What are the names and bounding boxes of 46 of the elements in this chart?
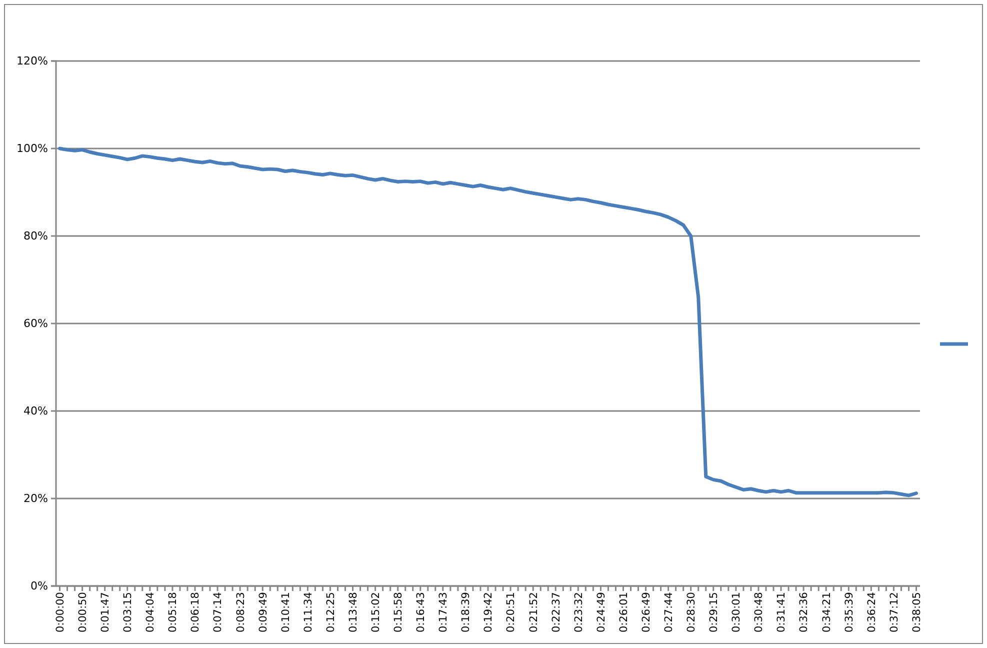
x-tick-label: 0:23:32	[572, 592, 585, 632]
x-tick-label: 0:17:43	[438, 592, 450, 632]
y-tick-label: 60%	[24, 317, 48, 330]
x-tick-label: 0:31:41	[776, 592, 788, 632]
x-tick-label: 0:26:49	[640, 592, 652, 632]
x-tick-label: 0:00:50	[76, 592, 89, 632]
x-tick-label: 0:10:41	[280, 592, 292, 632]
x-tick-label: 0:30:01	[730, 592, 743, 632]
y-tick-label: 100%	[16, 142, 48, 156]
x-tick-label: 0:15:58	[392, 592, 405, 632]
x-tick-label: 0:27:44	[662, 592, 675, 632]
x-tick-label: 0:30:48	[753, 592, 766, 632]
x-tick-label: 0:34:21	[820, 592, 833, 632]
x-tick-label: 0:35:39	[843, 592, 856, 632]
x-tick-label: 0:18:39	[460, 592, 472, 632]
x-tick-label: 0:04:04	[144, 592, 157, 632]
x-tick-label: 0:11:34	[302, 592, 314, 632]
x-tick-label: 0:03:15	[122, 592, 134, 632]
x-tick-label: 0:05:18	[167, 592, 180, 632]
x-tick-label: 0:37:12	[888, 592, 900, 632]
x-tick-label: 0:24:49	[595, 592, 608, 632]
y-tick-label: 20%	[24, 492, 48, 506]
x-tick-label: 0:21:52	[528, 592, 540, 632]
x-tick-label: 0:01:47	[100, 592, 112, 632]
y-tick-label: 120%	[16, 54, 48, 68]
x-tick-label: 0:08:23	[234, 592, 247, 632]
x-tick-label: 0:38:05	[910, 592, 923, 632]
y-tick-label: 0%	[30, 580, 48, 593]
x-tick-label: 0:07:14	[212, 592, 224, 632]
x-tick-label: 0:15:02	[370, 592, 382, 632]
x-tick-label: 0:32:36	[798, 592, 810, 632]
x-tick-label: 0:16:43	[415, 592, 428, 632]
x-tick-label: 0:19:42	[482, 592, 495, 632]
x-tick-label: 0:06:18	[190, 592, 202, 632]
x-tick-label: 0:13:48	[347, 592, 360, 632]
x-tick-label: 0:00:00	[54, 592, 66, 632]
x-tick-label: 0:09:49	[257, 592, 270, 632]
x-tick-label: 0:20:51	[505, 592, 518, 632]
y-tick-label: 40%	[24, 404, 48, 418]
x-tick-label: 0:26:01	[618, 592, 630, 632]
x-tick-label: 0:36:24	[866, 592, 878, 632]
x-tick-label: 0:29:15	[708, 592, 720, 632]
y-tick-label: 80%	[24, 230, 48, 243]
x-tick-label: 0:12:25	[324, 592, 337, 632]
x-tick-label: 0:28:30	[686, 592, 698, 632]
x-tick-label: 0:22:37	[550, 592, 562, 632]
